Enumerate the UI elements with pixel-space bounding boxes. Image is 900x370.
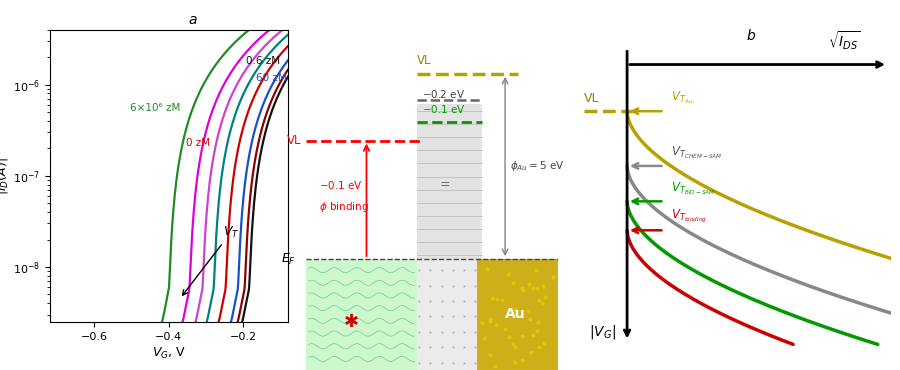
Text: $\sqrt{I_{DS}}$: $\sqrt{I_{DS}}$ (828, 29, 860, 52)
Text: $V_{T_{binding}}$: $V_{T_{binding}}$ (670, 208, 706, 225)
Text: $V_T$: $V_T$ (183, 225, 239, 295)
Text: $V_{T_{Au}}$: $V_{T_{Au}}$ (670, 90, 693, 107)
Text: $-0.1$ eV: $-0.1$ eV (319, 179, 363, 191)
Bar (417, 104, 482, 259)
Text: $E_F$: $E_F$ (281, 252, 296, 266)
Text: $V_{T_{BIO-SAM}}$: $V_{T_{BIO-SAM}}$ (670, 180, 716, 196)
Text: $V_{T_{CHEM-SAM}}$: $V_{T_{CHEM-SAM}}$ (670, 145, 722, 161)
X-axis label: $V_G$, V: $V_G$, V (152, 346, 185, 361)
Text: $-0.2$ eV: $-0.2$ eV (422, 88, 465, 100)
Text: 0.6 zM: 0.6 zM (247, 56, 281, 66)
Text: $\phi$ binding: $\phi$ binding (319, 200, 369, 214)
Bar (417, 259, 477, 370)
Text: $|V_G|$: $|V_G|$ (589, 323, 616, 341)
Text: b: b (747, 29, 756, 43)
Text: =: = (439, 178, 450, 192)
Text: a: a (188, 13, 197, 27)
Text: VL: VL (286, 134, 301, 147)
Text: VL: VL (583, 92, 599, 105)
Text: $\phi_{Au} = 5$ eV: $\phi_{Au} = 5$ eV (510, 159, 565, 174)
Text: ✱: ✱ (344, 313, 359, 331)
Bar (477, 259, 558, 370)
Bar (306, 259, 417, 370)
Text: 6×10⁶ zM: 6×10⁶ zM (130, 103, 180, 113)
Text: $-0.1$ eV: $-0.1$ eV (422, 103, 466, 115)
Text: 60 zM: 60 zM (256, 73, 287, 83)
Text: VL: VL (417, 54, 431, 67)
Text: 0 zM: 0 zM (185, 138, 210, 148)
Y-axis label: $|I_D(A)|$: $|I_D(A)|$ (0, 157, 10, 195)
Text: Au: Au (505, 307, 526, 322)
